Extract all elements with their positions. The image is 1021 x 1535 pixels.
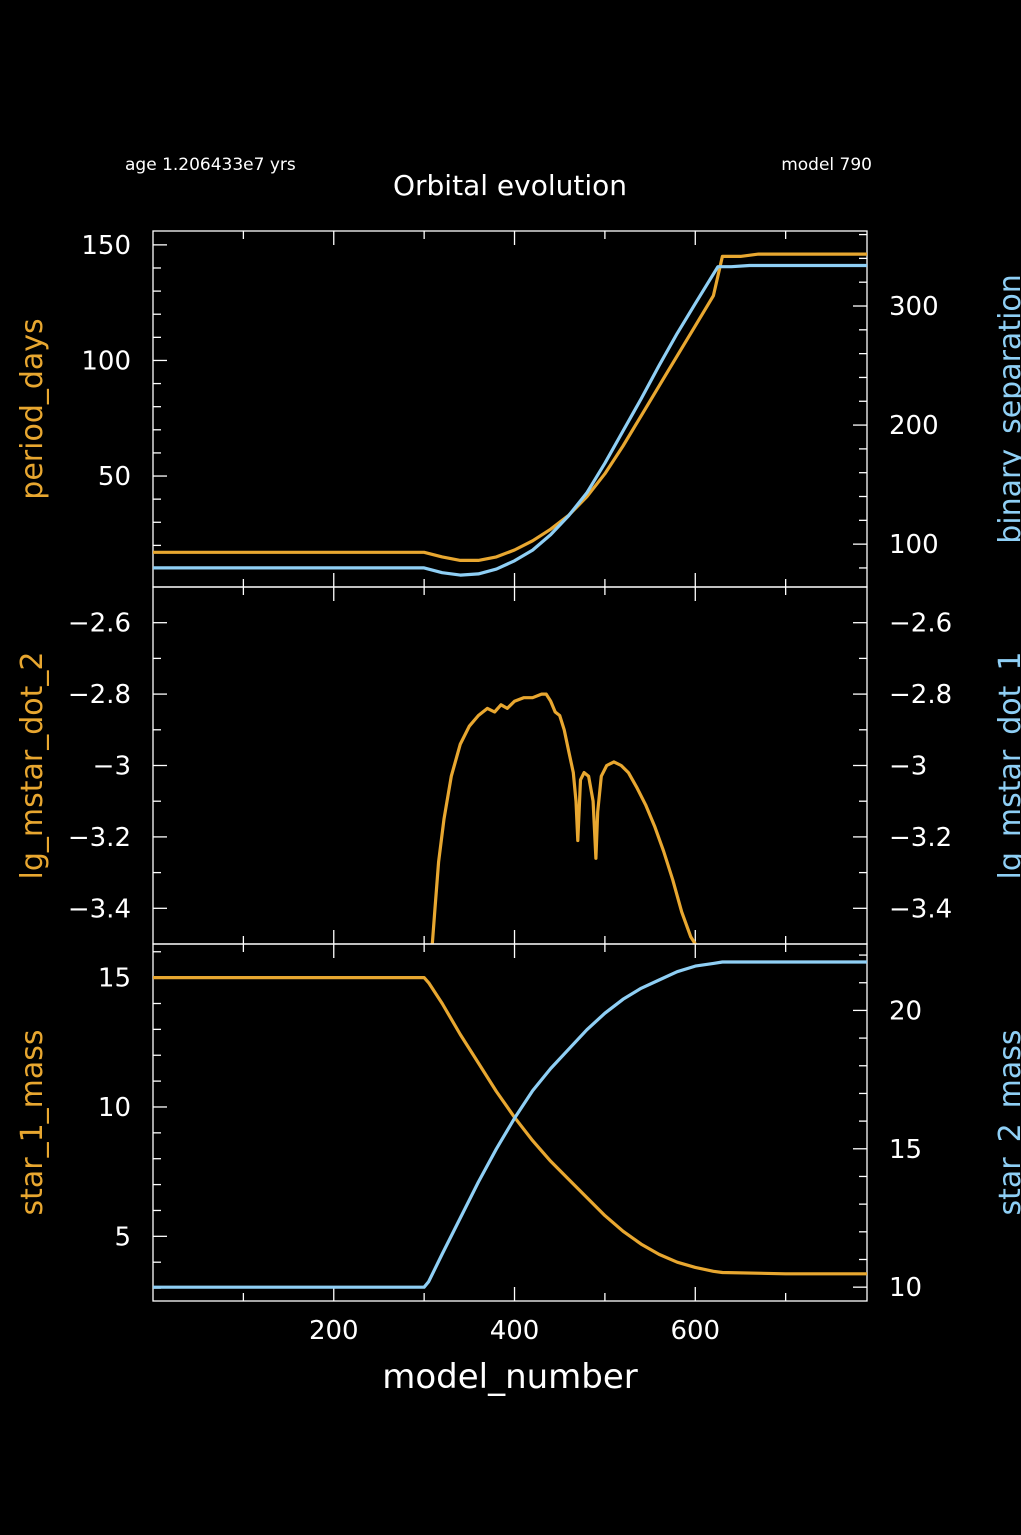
y-axis-label-right: lg_mstar_dot_1 <box>993 652 1021 880</box>
y-tick-label-left: −3.2 <box>68 823 131 853</box>
y-axis-label-right: binary_separation <box>993 274 1021 544</box>
series-line-bottom-left <box>153 976 867 1276</box>
model-label: model 790 <box>781 155 872 175</box>
x-axis-label: model_number <box>382 1357 638 1397</box>
y-tick-label-left: 10 <box>98 1093 131 1123</box>
y-tick-label-right: −3.4 <box>889 894 952 924</box>
y-axis-label-left: star_1_mass <box>15 1029 50 1215</box>
y-tick-label-right: 15 <box>889 1135 922 1165</box>
y-tick-label-left: −2.6 <box>68 609 131 639</box>
y-tick-label-left: 50 <box>98 462 131 492</box>
y-tick-label-left: 100 <box>81 346 131 376</box>
y-tick-label-right: −2.6 <box>889 609 952 639</box>
y-tick-label-left: −3 <box>93 752 131 782</box>
y-tick-label-right: 20 <box>889 996 922 1026</box>
x-tick-label: 200 <box>309 1316 359 1346</box>
series-line-bottom-right <box>153 960 867 1289</box>
age-label: age 1.206433e7 yrs <box>125 155 296 175</box>
panel-frame <box>152 943 868 1302</box>
x-tick-label: 600 <box>670 1316 720 1346</box>
y-tick-label-right: 100 <box>889 530 939 560</box>
y-tick-label-left: −2.8 <box>68 680 131 710</box>
y-tick-label-left: 15 <box>98 964 131 994</box>
x-tick-label: 400 <box>490 1316 540 1346</box>
y-tick-label-left: 150 <box>81 231 131 261</box>
panels: 50 100 150 100 200 300 period_days binary_separ… <box>15 230 1021 1397</box>
panel-bottom <box>152 943 868 1302</box>
series-line-top-left <box>153 252 867 562</box>
y-tick-label-left: −3.4 <box>68 894 131 924</box>
y-axis-label-left: period_days <box>15 318 50 499</box>
y-tick-label-right: 200 <box>889 411 939 441</box>
y-tick-label-left: 5 <box>114 1222 131 1252</box>
series-line-middle-left <box>430 692 697 944</box>
y-tick-label-right: 10 <box>889 1273 922 1303</box>
chart-title: Orbital evolution <box>393 169 627 202</box>
y-tick-label-right: −3.2 <box>889 823 952 853</box>
y-axis-label-left: lg_mstar_dot_2 <box>15 652 50 880</box>
y-axis-label-right: star_2_mass <box>993 1029 1021 1215</box>
series-line-top-right <box>153 263 867 577</box>
y-tick-label-right: 300 <box>889 292 939 322</box>
y-tick-label-right: −2.8 <box>889 680 952 710</box>
y-tick-label-right: −3 <box>889 752 927 782</box>
